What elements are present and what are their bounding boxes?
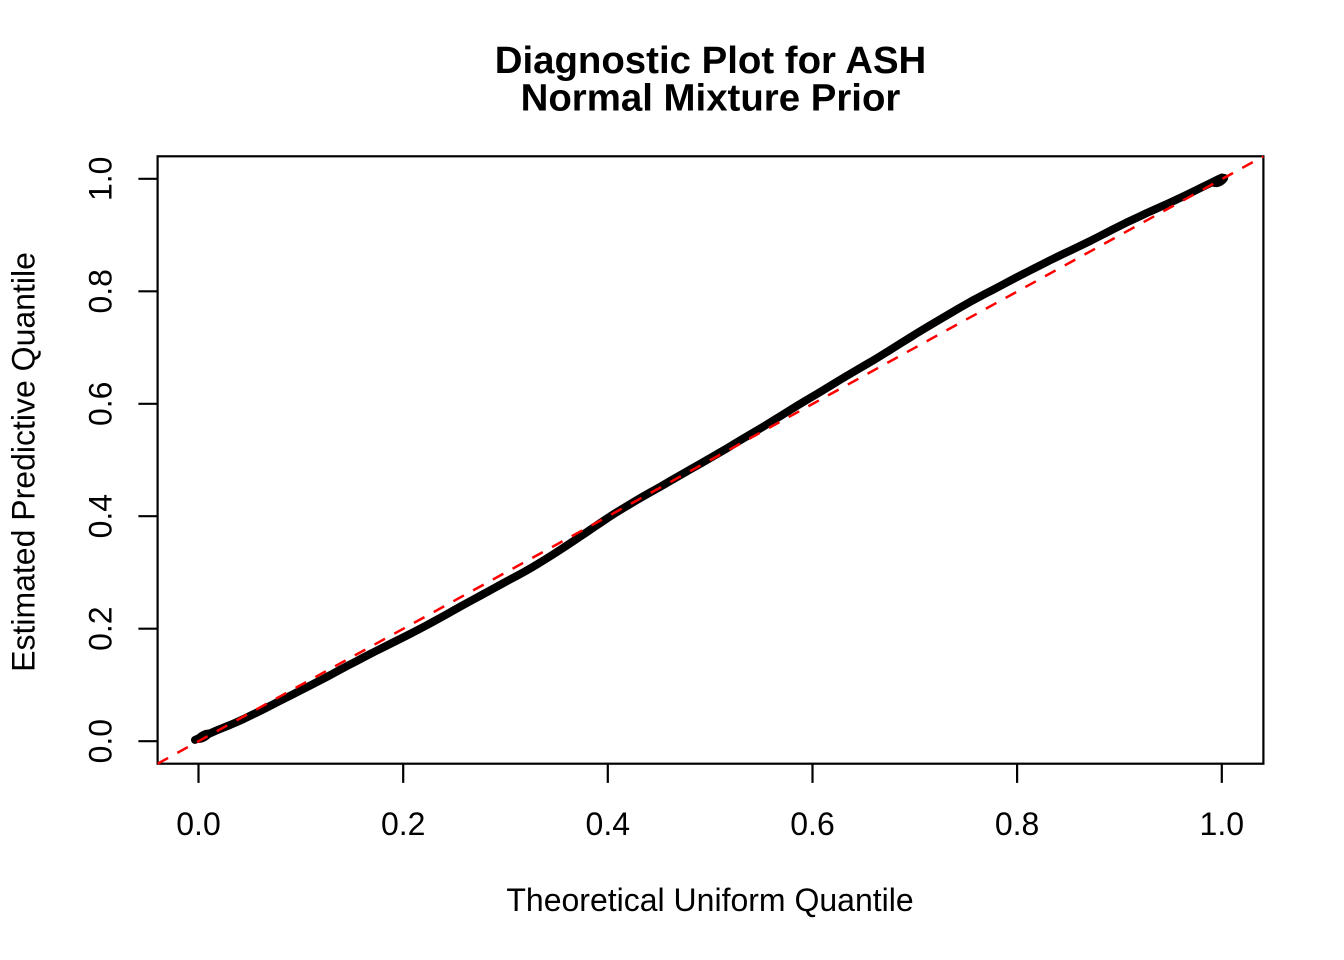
svg-text:Estimated Predictive Quantile: Estimated Predictive Quantile	[5, 252, 41, 672]
svg-text:1.0: 1.0	[1200, 806, 1244, 842]
svg-text:0.8: 0.8	[83, 269, 119, 313]
svg-text:0.6: 0.6	[83, 382, 119, 426]
svg-text:0.0: 0.0	[83, 719, 119, 763]
svg-text:0.0: 0.0	[176, 806, 220, 842]
svg-text:0.4: 0.4	[586, 806, 630, 842]
svg-text:1.0: 1.0	[83, 157, 119, 201]
svg-text:Theoretical Uniform Quantile: Theoretical Uniform Quantile	[506, 882, 913, 918]
svg-text:0.6: 0.6	[790, 806, 834, 842]
svg-text:0.2: 0.2	[381, 806, 425, 842]
svg-text:0.2: 0.2	[83, 606, 119, 650]
svg-text:Diagnostic Plot for ASH: Diagnostic Plot for ASH	[495, 39, 927, 82]
svg-text:Normal Mixture Prior: Normal Mixture Prior	[521, 77, 901, 120]
svg-text:0.4: 0.4	[83, 494, 119, 538]
svg-text:0.8: 0.8	[995, 806, 1039, 842]
